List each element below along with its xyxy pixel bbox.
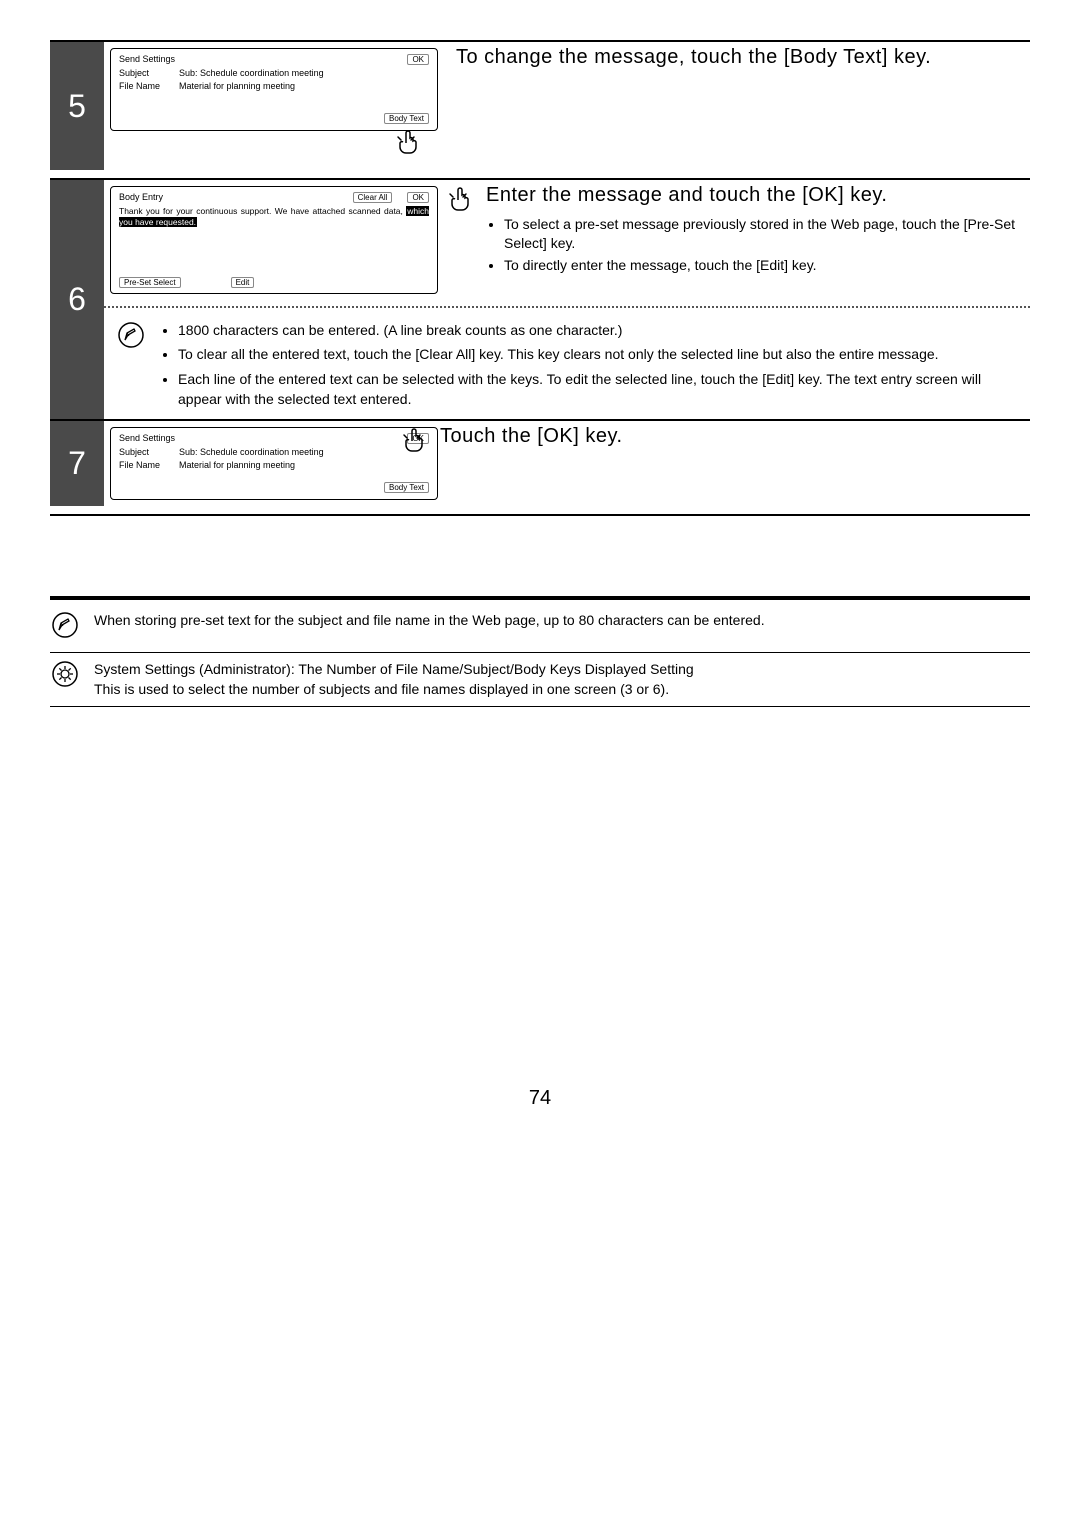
step-6-number: 6 [50, 180, 104, 419]
step-6-screenshot-col: Body Entry Clear All OK Thank you for yo… [104, 180, 444, 300]
screen7-subject-value: Sub: Schedule coordination meeting [179, 447, 429, 457]
screen6-entry-text: Thank you for your continuous support. W… [119, 206, 429, 227]
screen5-subject-value: Sub: Schedule coordination meeting [179, 68, 429, 78]
step-6-note: 1800 characters can be entered. (A line … [104, 314, 1030, 419]
dotted-separator [104, 306, 1030, 308]
screen6-header: Body Entry [119, 192, 163, 203]
body-entry-screen-6: Body Entry Clear All OK Thank you for yo… [110, 186, 438, 294]
step-7-text: Touch the [OK] key. [428, 421, 1030, 506]
screen7-filename-label: File Name [119, 460, 179, 470]
step-5-title: To change the message, touch the [Body T… [456, 44, 1022, 71]
step-5-number: 5 [50, 42, 104, 170]
step-7-number: 7 [50, 421, 104, 506]
pencil-note-icon [50, 610, 80, 638]
footnote-2: System Settings (Administrator): The Num… [50, 653, 1030, 706]
touch-hand-icon [398, 427, 428, 457]
screen6-preset-button[interactable]: Pre-Set Select [119, 277, 181, 288]
step6-note-0: 1800 characters can be entered. (A line … [178, 320, 1024, 340]
screen7-header: Send Settings [119, 433, 175, 444]
step6-note-2: Each line of the entered text can be sel… [178, 369, 1024, 410]
step6-bullet-0: To select a pre-set message previously s… [504, 215, 1022, 253]
screen5-bodytext-button[interactable]: Body Text [384, 113, 429, 124]
send-settings-screen-7: Send Settings OK Subject Sub: Schedule c… [110, 427, 438, 500]
screen6-ok-button[interactable]: OK [407, 192, 429, 203]
step-7: 7 Send Settings OK Subject Sub: Schedule… [50, 421, 1030, 506]
step-5-text: To change the message, touch the [Body T… [444, 42, 1030, 170]
step-6-title: Enter the message and touch the [OK] key… [486, 182, 1022, 209]
section-rule-7-bot [50, 514, 1030, 516]
screen6-entry-plain: Thank you for your continuous support. W… [119, 206, 406, 216]
screen7-subject-label: Subject [119, 447, 179, 457]
footnote-1-text: When storing pre-set text for the subjec… [94, 610, 1030, 630]
step-5: 5 Send Settings OK Subject Sub: Schedule… [50, 42, 1030, 170]
footnote-2-body: This is used to select the number of sub… [94, 679, 1024, 699]
pencil-note-icon [116, 320, 146, 348]
touch-hand-icon [392, 129, 422, 159]
step-7-title: Touch the [OK] key. [440, 423, 1022, 450]
screen5-header: Send Settings [119, 54, 175, 65]
screen5-ok-button[interactable]: OK [407, 54, 429, 65]
screen6-clearall-button[interactable]: Clear All [353, 192, 393, 203]
step-6-text: Enter the message and touch the [OK] key… [474, 180, 1030, 300]
footnote-2-title: System Settings (Administrator): The Num… [94, 659, 1024, 679]
screen5-subject-label: Subject [119, 68, 179, 78]
screen7-filename-value: Material for planning meeting [179, 460, 429, 470]
step6-note-1: To clear all the entered text, touch the… [178, 344, 1024, 364]
screen6-edit-button[interactable]: Edit [231, 277, 255, 288]
gear-note-icon [50, 659, 80, 687]
screen5-filename-value: Material for planning meeting [179, 81, 429, 91]
page-number: 74 [50, 1087, 1030, 1110]
step-6-container: 6 Body Entry Clear All OK [50, 180, 1030, 419]
screen5-filename-label: File Name [119, 81, 179, 91]
step-6-note-list: 1800 characters can be entered. (A line … [160, 320, 1024, 409]
step-7-screenshot-col: Send Settings OK Subject Sub: Schedule c… [104, 421, 444, 506]
step6-bullet-1: To directly enter the message, touch the… [504, 256, 1022, 275]
footnote-1: When storing pre-set text for the subjec… [50, 604, 1030, 644]
touch-hand-icon [444, 186, 474, 216]
step-5-screenshot-col: Send Settings OK Subject Sub: Schedule c… [104, 42, 444, 170]
send-settings-screen-5: Send Settings OK Subject Sub: Schedule c… [110, 48, 438, 131]
step-6-bullets: To select a pre-set message previously s… [486, 215, 1022, 275]
thick-rule [50, 596, 1030, 600]
footnote-rule-2 [50, 706, 1030, 707]
